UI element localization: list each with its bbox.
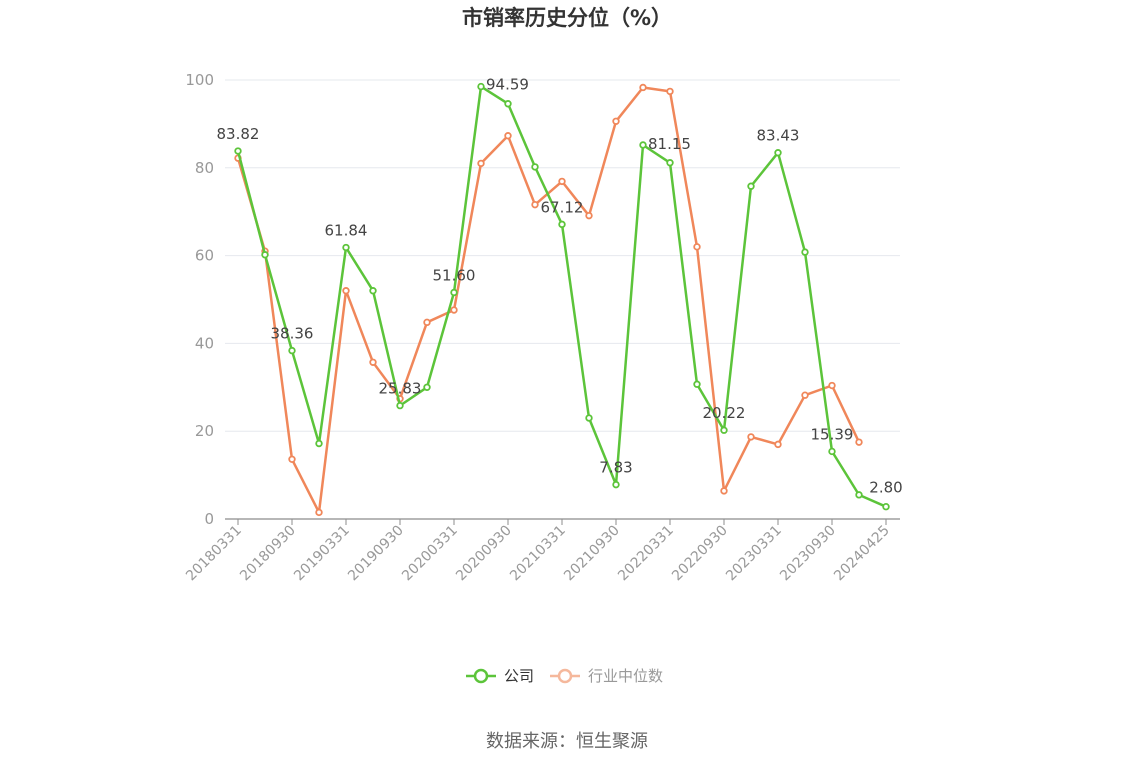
grid bbox=[225, 79, 900, 432]
data-point[interactable] bbox=[612, 480, 620, 489]
data-point[interactable] bbox=[504, 132, 512, 140]
data-point[interactable] bbox=[531, 200, 539, 209]
data-point[interactable] bbox=[558, 177, 566, 186]
x-tick-label: 20180930 bbox=[237, 523, 299, 585]
data-point[interactable] bbox=[531, 163, 539, 171]
x-tick-label: 20190331 bbox=[291, 523, 353, 585]
data-point[interactable] bbox=[747, 182, 755, 190]
data-label: 67.12 bbox=[541, 198, 584, 216]
data-point[interactable] bbox=[423, 318, 431, 327]
data-point[interactable] bbox=[720, 487, 728, 495]
data-point[interactable] bbox=[342, 287, 350, 295]
data-point[interactable] bbox=[639, 141, 647, 149]
x-tick-label: 20220331 bbox=[615, 523, 677, 585]
data-point[interactable] bbox=[288, 346, 296, 355]
data-point[interactable] bbox=[450, 306, 458, 314]
series-0 bbox=[234, 82, 890, 511]
data-point[interactable] bbox=[369, 287, 377, 295]
x-tick-label: 20240425 bbox=[831, 523, 893, 585]
data-point[interactable] bbox=[666, 159, 674, 167]
legend-marker bbox=[473, 668, 489, 684]
data-point[interactable] bbox=[774, 440, 782, 449]
data-point[interactable] bbox=[639, 83, 647, 92]
data-point[interactable] bbox=[774, 149, 782, 157]
data-point[interactable] bbox=[855, 438, 863, 446]
data-point[interactable] bbox=[585, 414, 593, 422]
x-tick-label: 20190930 bbox=[345, 523, 407, 585]
data-labels: 83.82 38.36 61.84 25.83 51.60 94.59 67.12 7.83 8… bbox=[217, 76, 903, 497]
data-point[interactable] bbox=[585, 211, 593, 220]
data-label: 81.15 bbox=[648, 135, 691, 153]
y-tick-label: 100 bbox=[185, 71, 214, 89]
data-label: 15.39 bbox=[811, 425, 854, 443]
source-note: 数据来源：恒生聚源 bbox=[486, 731, 648, 752]
data-point[interactable] bbox=[720, 426, 728, 434]
x-tick-label: 20220930 bbox=[669, 523, 731, 585]
data-point[interactable] bbox=[342, 243, 350, 252]
data-point[interactable] bbox=[477, 159, 485, 168]
data-point[interactable] bbox=[693, 243, 701, 251]
data-label: 61.84 bbox=[325, 222, 368, 240]
legend[interactable]: 公司 行业中位数 bbox=[466, 667, 663, 685]
data-point[interactable] bbox=[612, 117, 620, 125]
legend-marker bbox=[557, 668, 573, 684]
y-tick-label: 20 bbox=[195, 422, 214, 440]
data-label: 7.83 bbox=[599, 459, 632, 477]
data-label: 51.60 bbox=[433, 266, 476, 284]
x-tick-label: 20210930 bbox=[561, 523, 623, 585]
x-tick-label: 20230331 bbox=[723, 523, 785, 585]
data-point[interactable] bbox=[315, 508, 323, 517]
data-point[interactable] bbox=[450, 288, 458, 297]
series-layer bbox=[234, 82, 890, 517]
y-tick-label: 60 bbox=[195, 247, 214, 265]
data-point[interactable] bbox=[828, 447, 836, 456]
series-line bbox=[236, 85, 887, 508]
x-tick-label: 20210331 bbox=[507, 523, 569, 585]
legend-label: 行业中位数 bbox=[588, 667, 663, 685]
data-point[interactable] bbox=[882, 503, 890, 511]
x-tick-label: 20230930 bbox=[777, 523, 839, 585]
x-tick-label: 20180331 bbox=[183, 523, 245, 585]
data-point[interactable] bbox=[855, 491, 863, 499]
data-label: 83.82 bbox=[217, 125, 260, 143]
data-point[interactable] bbox=[828, 381, 836, 390]
legend-item-1[interactable]: 行业中位数 bbox=[550, 667, 663, 685]
data-label: 20.22 bbox=[703, 404, 746, 422]
data-label: 83.43 bbox=[757, 127, 800, 145]
y-tick-label: 80 bbox=[195, 159, 214, 177]
y-tick-label: 0 bbox=[204, 510, 214, 528]
data-point[interactable] bbox=[234, 147, 242, 155]
series-1 bbox=[234, 83, 863, 517]
legend-label: 公司 bbox=[504, 667, 534, 685]
data-point[interactable] bbox=[693, 380, 701, 388]
data-point[interactable] bbox=[315, 439, 323, 448]
data-label: 2.80 bbox=[869, 479, 902, 497]
data-point[interactable] bbox=[747, 433, 755, 441]
data-point[interactable] bbox=[288, 455, 296, 463]
data-point[interactable] bbox=[261, 251, 269, 259]
x-tick-label: 20200331 bbox=[399, 523, 461, 585]
data-point[interactable] bbox=[558, 220, 566, 229]
data-point[interactable] bbox=[801, 391, 809, 399]
data-point[interactable] bbox=[801, 248, 809, 256]
chart-title: 市销率历史分位（%） bbox=[462, 6, 672, 30]
data-point[interactable] bbox=[504, 100, 512, 108]
data-label: 38.36 bbox=[271, 325, 314, 343]
data-point[interactable] bbox=[477, 82, 485, 91]
x-tick-label: 20200930 bbox=[453, 523, 515, 585]
data-label: 25.83 bbox=[379, 380, 422, 398]
y-tick-label: 40 bbox=[195, 334, 214, 352]
series-line bbox=[236, 86, 861, 514]
data-point[interactable] bbox=[396, 401, 404, 410]
data-point[interactable] bbox=[369, 358, 377, 366]
data-label: 94.59 bbox=[486, 76, 529, 94]
data-point[interactable] bbox=[666, 87, 674, 96]
legend-item-0[interactable]: 公司 bbox=[466, 667, 534, 685]
data-point[interactable] bbox=[423, 383, 431, 391]
